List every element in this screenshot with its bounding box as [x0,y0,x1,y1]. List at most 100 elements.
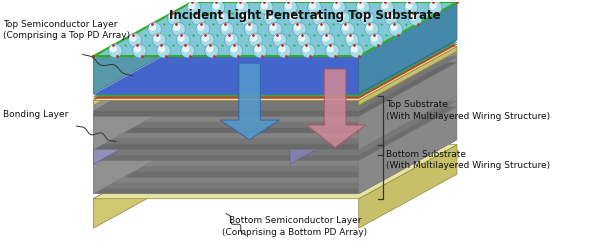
Circle shape [297,33,311,47]
Circle shape [345,33,359,47]
Circle shape [352,46,358,52]
Circle shape [261,3,267,9]
Circle shape [350,44,363,58]
Circle shape [231,46,237,52]
Circle shape [365,22,379,36]
Circle shape [387,13,392,19]
Circle shape [202,35,208,41]
Polygon shape [93,99,167,164]
Text: Top Substrate
(With Multilayered Wiring Structure): Top Substrate (With Multilayered Wiring … [387,101,550,120]
Circle shape [193,13,199,19]
Circle shape [361,12,374,25]
Polygon shape [93,68,191,128]
Text: Bottom Semiconductor Layer
(Comprising a Bottom PD Array): Bottom Semiconductor Layer (Comprising a… [222,216,368,237]
Circle shape [158,46,164,52]
Circle shape [303,46,309,52]
Circle shape [284,1,297,14]
Text: Bottom Substrate
(With Multilayered Wiring Structure): Bottom Substrate (With Multilayered Wiri… [387,150,550,170]
Circle shape [132,44,146,58]
Circle shape [174,24,180,30]
Polygon shape [93,107,457,161]
Circle shape [358,3,363,9]
Circle shape [293,22,306,36]
Circle shape [207,46,213,52]
Circle shape [285,3,291,9]
Circle shape [277,44,291,58]
Circle shape [211,1,225,14]
Circle shape [191,12,205,25]
Circle shape [222,24,228,30]
Polygon shape [93,57,191,116]
Circle shape [312,12,326,25]
Circle shape [135,46,140,52]
Circle shape [111,46,116,52]
Polygon shape [93,123,457,177]
Polygon shape [93,118,457,172]
Text: Incident Light Penetrating Top Substrate: Incident Light Penetrating Top Substrate [169,9,440,22]
Circle shape [290,13,296,19]
Circle shape [152,33,166,47]
Polygon shape [93,145,191,228]
Polygon shape [93,57,457,111]
Polygon shape [93,112,457,166]
Polygon shape [93,46,457,101]
Polygon shape [93,84,457,139]
Polygon shape [93,90,191,150]
Circle shape [371,35,377,41]
Circle shape [167,12,181,25]
Polygon shape [93,41,457,94]
Circle shape [229,44,243,58]
Polygon shape [93,62,457,116]
Circle shape [183,46,189,52]
Circle shape [217,13,223,19]
Circle shape [326,44,339,58]
Polygon shape [290,99,363,164]
Circle shape [338,13,344,19]
Circle shape [384,12,398,25]
Polygon shape [93,79,457,133]
Polygon shape [93,99,363,140]
Circle shape [259,1,273,14]
Circle shape [205,44,219,58]
Circle shape [340,22,355,36]
Circle shape [389,22,402,36]
Polygon shape [93,2,457,56]
Circle shape [225,33,238,47]
Circle shape [200,33,214,47]
Circle shape [216,12,229,25]
Circle shape [253,44,267,58]
Circle shape [244,22,258,36]
Circle shape [150,24,155,30]
Circle shape [275,35,281,41]
Circle shape [187,1,201,14]
Circle shape [130,35,136,41]
Polygon shape [93,73,191,133]
Polygon shape [93,134,457,188]
Circle shape [237,3,243,9]
Circle shape [270,24,276,30]
Polygon shape [93,118,191,177]
Circle shape [327,46,333,52]
Circle shape [367,24,373,30]
Polygon shape [220,63,279,140]
Circle shape [213,3,219,9]
Polygon shape [93,62,191,122]
Polygon shape [359,145,457,228]
Circle shape [310,3,316,9]
Polygon shape [359,96,457,194]
Circle shape [380,1,394,14]
Circle shape [307,1,322,14]
Circle shape [246,24,252,30]
Polygon shape [359,51,457,150]
Polygon shape [93,46,191,105]
Circle shape [314,13,320,19]
Circle shape [249,33,262,47]
Circle shape [288,12,302,25]
Circle shape [128,33,142,47]
Circle shape [235,1,249,14]
Polygon shape [93,129,457,183]
Circle shape [343,24,349,30]
Polygon shape [93,44,457,99]
Polygon shape [93,90,457,144]
Circle shape [362,13,368,19]
